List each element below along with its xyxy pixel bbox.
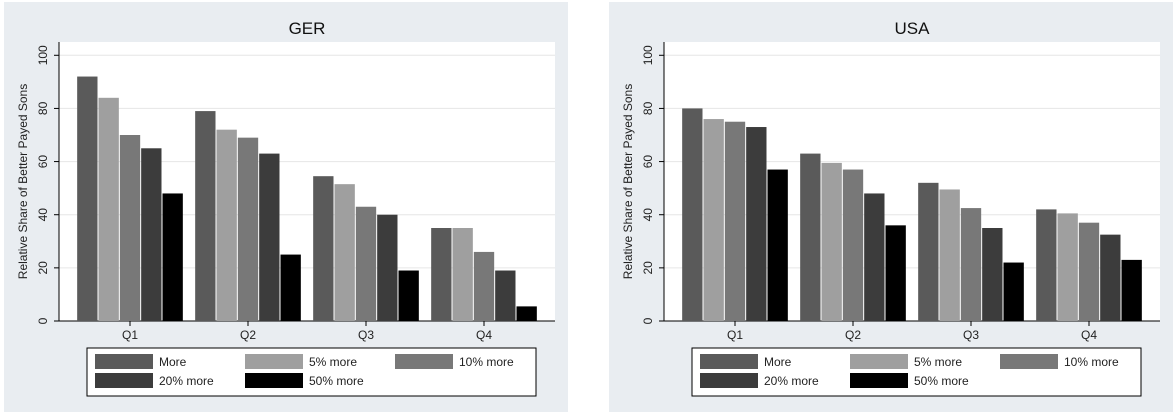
x-tick-label: Q1 — [122, 328, 138, 342]
legend-swatch — [700, 354, 758, 369]
bar-10-more-q4 — [1078, 222, 1100, 321]
bar-20-more-q1 — [746, 127, 767, 322]
bar-more-q1 — [77, 76, 98, 322]
x-tick-label: Q2 — [845, 328, 861, 342]
chart-title: USA — [895, 19, 931, 38]
bar-50-more-q3 — [398, 270, 419, 321]
x-tick-label: Q2 — [240, 328, 256, 342]
legend-box — [691, 347, 1142, 397]
bar-5-more-q3 — [334, 184, 355, 321]
chart-panel-ger: GER 0 20 40 60 80 100 Relative Share of Better … — [4, 2, 568, 412]
x-tick-label: Q3 — [963, 328, 979, 342]
x-tick-label: Q3 — [358, 328, 374, 342]
bar-20-more-q2 — [864, 193, 885, 321]
legend-swatch — [700, 373, 758, 388]
bar-50-more-q4 — [1121, 259, 1142, 321]
bar-5-more-q3 — [939, 189, 960, 321]
legend-label: More — [764, 355, 792, 369]
bar-20-more-q3 — [982, 228, 1003, 321]
bar-5-more-q1 — [98, 97, 119, 321]
y-tick-label: 0 — [36, 317, 50, 324]
y-tick-label: 0 — [641, 317, 655, 324]
legend-label: 50% more — [914, 374, 969, 388]
bar-50-more-q1 — [162, 193, 183, 321]
bar-5-more-q4 — [452, 228, 473, 321]
bar-5-more-q1 — [703, 119, 724, 321]
y-tick-label: 60 — [641, 155, 655, 169]
legend-swatch — [395, 354, 453, 369]
bar-10-more-q1 — [724, 121, 746, 321]
bar-20-more-q4 — [495, 270, 516, 321]
x-tick-label: Q4 — [476, 328, 492, 342]
legend-label: 5% more — [914, 355, 962, 369]
bar-5-more-q4 — [1057, 213, 1078, 321]
bar-50-more-q2 — [885, 225, 906, 321]
bar-more-q2 — [800, 153, 821, 321]
bar-10-more-q4 — [473, 251, 495, 321]
bar-10-more-q2 — [237, 137, 259, 321]
bar-more-q3 — [313, 176, 334, 321]
bar-5-more-q2 — [821, 162, 842, 321]
bar-10-more-q3 — [960, 208, 982, 321]
y-tick-label: 80 — [36, 101, 50, 115]
legend-label: 5% more — [309, 355, 357, 369]
y-tick-label: 20 — [36, 261, 50, 275]
legend-swatch — [95, 373, 153, 388]
bar-50-more-q1 — [767, 169, 788, 321]
bar-50-more-q3 — [1003, 262, 1024, 321]
bar-10-more-q3 — [355, 206, 377, 321]
bar-more-q4 — [1036, 209, 1057, 321]
chart-panel-usa: USA 0 20 40 60 80 100 Relative Share of Better … — [609, 2, 1173, 412]
legend-swatch — [1000, 354, 1058, 369]
y-tick-label: 80 — [641, 101, 655, 115]
y-tick-label: 100 — [641, 45, 655, 65]
legend-label: 10% more — [1064, 355, 1119, 369]
bar-20-more-q2 — [259, 153, 280, 321]
legend-swatch — [95, 354, 153, 369]
legend-swatch — [245, 354, 303, 369]
chart-title: GER — [289, 19, 326, 38]
bar-more-q3 — [918, 182, 939, 321]
bar-10-more-q2 — [842, 169, 864, 321]
legend-label: 10% more — [459, 355, 514, 369]
y-tick-label: 20 — [641, 261, 655, 275]
bar-more-q2 — [195, 111, 216, 321]
bar-20-more-q4 — [1100, 234, 1121, 321]
y-tick-label: 40 — [36, 208, 50, 222]
legend-label: 50% more — [309, 374, 364, 388]
legend-label: 20% more — [764, 374, 819, 388]
y-axis-label: Relative Share of Better Payed Sons — [16, 84, 30, 279]
bar-20-more-q3 — [377, 214, 398, 321]
y-tick-label: 60 — [36, 155, 50, 169]
bar-more-q4 — [431, 228, 452, 321]
legend-label: More — [159, 355, 187, 369]
legend-swatch — [850, 373, 908, 388]
x-tick-label: Q1 — [727, 328, 743, 342]
x-tick-label: Q4 — [1081, 328, 1097, 342]
bar-10-more-q1 — [119, 135, 141, 321]
legend-swatch — [850, 354, 908, 369]
bar-50-more-q2 — [280, 254, 301, 321]
legend-swatch — [245, 373, 303, 388]
bar-20-more-q1 — [141, 148, 162, 321]
bar-more-q1 — [682, 108, 703, 321]
y-tick-label: 40 — [641, 208, 655, 222]
legend-label: 20% more — [159, 374, 214, 388]
bar-5-more-q2 — [216, 129, 237, 321]
y-tick-label: 100 — [36, 45, 50, 65]
bar-50-more-q4 — [516, 306, 537, 321]
legend-box — [86, 347, 537, 397]
y-axis-label: Relative Share of Better Payed Sons — [621, 84, 635, 279]
